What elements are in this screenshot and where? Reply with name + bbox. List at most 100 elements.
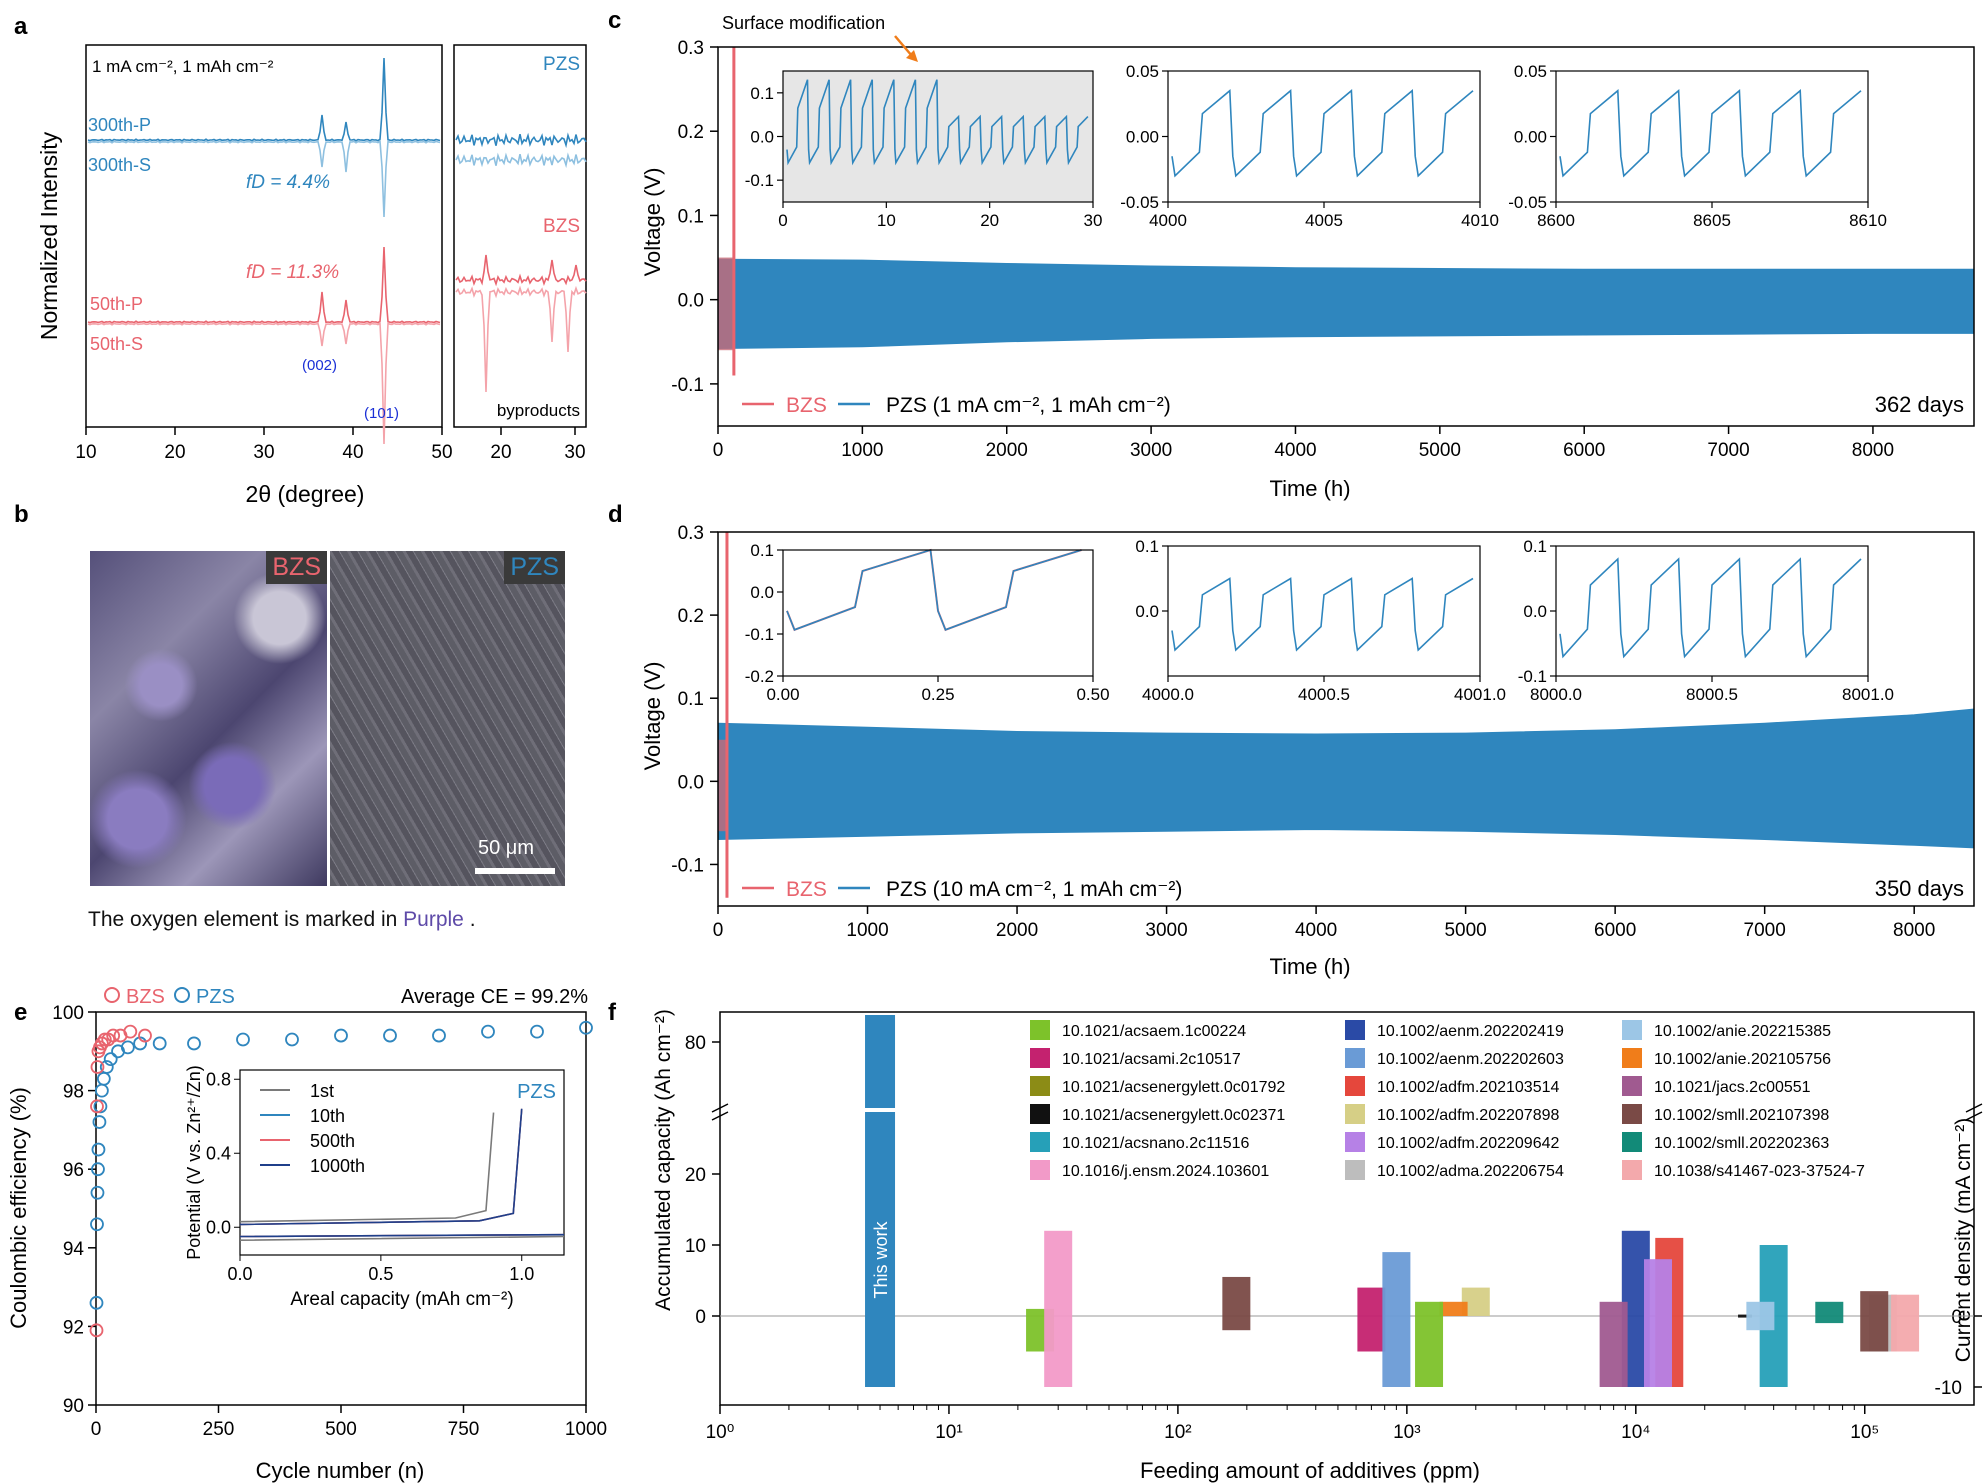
- f-legend-14: 10.1021/jacs.2c00551: [1654, 1079, 1811, 1096]
- xrd-300p: [87, 57, 441, 142]
- panel-c-xlabel: Time (h): [1269, 476, 1350, 501]
- e-point-pzs-10: [103, 1052, 118, 1067]
- d-insets-xtick-label-0-0.25: 0.25: [921, 685, 954, 704]
- f-bar-16: [1815, 1301, 1844, 1324]
- d-insets-ytick-label-1-0.0: 0.0: [1135, 602, 1159, 621]
- e-point-pzs-4: [91, 1142, 106, 1157]
- e-point-pzs-2: [90, 1185, 105, 1200]
- legend-pzs-d: PZS (10 mA cm⁻², 1 mAh cm⁻²): [886, 878, 1182, 901]
- f-break-left: [711, 1103, 729, 1121]
- e-point-pzs-3: [91, 1162, 105, 1177]
- d-insets-pzs-curve-0: [786, 548, 1082, 631]
- e-inset-legend-3: 1000th: [310, 1156, 365, 1176]
- e-inset-frame: [239, 1069, 565, 1256]
- scale-bar-label: 50 μm: [478, 837, 534, 859]
- c-insets-xtick-label-0-30: 30: [1084, 211, 1103, 230]
- d-main-xtick-label-8000: 8000: [1893, 920, 1935, 941]
- panel-e: Coulombic efficiency (%) Cycle number (n…: [6, 986, 607, 1483]
- e-point-pzs-22: [530, 1024, 544, 1039]
- c-insets-xtick-label-2-8600: 8600: [1537, 211, 1575, 230]
- d-insets-ytick-label-0-0.0: 0.0: [750, 583, 774, 602]
- xrd-50s: [87, 321, 441, 445]
- panel-a-condition: 1 mA cm⁻², 1 mAh cm⁻²: [92, 57, 274, 76]
- c-insets-pzs-curve-1: [1171, 89, 1474, 178]
- d-insets-pzs-curve-2: [1559, 557, 1862, 659]
- d-insets-xtick-label-0-0.00: 0.00: [766, 685, 799, 704]
- e-point-pzs-1: [90, 1217, 104, 1232]
- a-xtick-label-40: 40: [342, 442, 363, 463]
- e-ytick-label-92: 92: [63, 1317, 84, 1338]
- e-ytick-label-90: 90: [63, 1396, 84, 1417]
- c-main-xtick-label-8000: 8000: [1852, 440, 1894, 461]
- d-insets-ytick-label-0--0.1: -0.1: [745, 625, 774, 644]
- d-insets-ytick-label-2-0.0: 0.0: [1523, 602, 1547, 621]
- panel-f: Accumulated capacity (Ah cm⁻²) Current d…: [652, 1009, 1983, 1483]
- a-xtick-label-20: 20: [164, 442, 185, 463]
- e-point-pzs-15: [187, 1036, 201, 1051]
- sem-label-bzs: BZS: [266, 551, 327, 584]
- d-insets-bzs-curve-0: [786, 548, 1082, 632]
- panel-label-c: c: [608, 7, 621, 34]
- e-point-pzs-9: [99, 1060, 114, 1074]
- c-insets-ytick-label-0-0.1: 0.1: [750, 84, 774, 103]
- f-xtick-label-0: 10⁰: [706, 1422, 735, 1443]
- f-legend-12: 10.1002/anie.202215385: [1654, 1023, 1831, 1040]
- f-legend-swatch-7: [1345, 1048, 1365, 1068]
- e-inset-ytick-label-0.8: 0.8: [206, 1069, 231, 1089]
- d-main-xtick-label-0: 0: [713, 920, 724, 941]
- d-main-ytick-label-0.3: 0.3: [678, 523, 704, 544]
- e-xtick-label-500: 500: [325, 1419, 357, 1440]
- panel-a-ylabel: Normalized Intensity: [36, 131, 62, 340]
- f-legend-swatch-10: [1345, 1132, 1365, 1152]
- panel-label-a: a: [14, 13, 28, 40]
- f-bar-12: [1746, 1301, 1775, 1331]
- c-insets-frame-1: [1167, 70, 1481, 203]
- c-insets-ytick-label-0-0.0: 0.0: [750, 128, 774, 147]
- e-point-bzs-11: [138, 1028, 152, 1043]
- panel-f-xlabel: Feeding amount of additives (ppm): [1140, 1458, 1480, 1483]
- panel-a-pzs-label: PZS: [543, 54, 580, 75]
- e-ytick-label-98: 98: [63, 1082, 84, 1103]
- panel-a: 1 mA cm⁻², 1 mAh cm⁻² Normalized Intensi…: [36, 44, 587, 507]
- f-legend-1: 10.1021/acsami.2c10517: [1062, 1051, 1241, 1068]
- c-main-xtick-label-4000: 4000: [1274, 440, 1316, 461]
- c-main-xtick-label-7000: 7000: [1707, 440, 1749, 461]
- c-insets-xtick-label-0-10: 10: [877, 211, 896, 230]
- xrd-300s: [87, 139, 441, 218]
- f-legend-0: 10.1021/acsaem.1c00224: [1062, 1023, 1246, 1040]
- f-bar-13: [1439, 1301, 1468, 1316]
- d-insets-pzs-curve-1: [1171, 577, 1474, 652]
- f-legend-swatch-6: [1345, 1020, 1365, 1040]
- c-main-ytick-label-0.1: 0.1: [678, 206, 704, 227]
- f-bar-3: [1738, 1314, 1753, 1318]
- f-bar-7: [1382, 1252, 1411, 1387]
- e-inset-ytick-label-0.0: 0.0: [206, 1217, 231, 1237]
- e-xtick-label-0: 0: [91, 1419, 102, 1440]
- c-main-ytick-label--0.1: -0.1: [671, 375, 704, 396]
- xrd-50s-r: [455, 285, 587, 393]
- c-insets-xtick-label-0-20: 20: [980, 211, 999, 230]
- surface-mod-arrowhead: [906, 50, 918, 62]
- sem-image-pzs: PZS 50 μm: [330, 551, 565, 886]
- c-main-xtick-label-2000: 2000: [986, 440, 1028, 461]
- d-insets-xtick-label-1-4000.5: 4000.5: [1298, 685, 1350, 704]
- legend-bzs-e: BZS: [126, 986, 165, 1008]
- legend-pzs-e: PZS: [196, 986, 235, 1008]
- d-main-ytick-label-0.1: 0.1: [678, 689, 704, 710]
- panel-b-caption: The oxygen element is marked in Purple .: [88, 908, 476, 932]
- c-insets-frame-2: [1555, 70, 1869, 203]
- e-inset-legend-1: 10th: [310, 1106, 345, 1126]
- trace-label-300s: 300th-S: [88, 155, 151, 175]
- peak-002: (002): [302, 357, 337, 374]
- f-xtick-label-4: 10⁴: [1621, 1422, 1650, 1443]
- d-insets-ytick-label-1-0.1: 0.1: [1135, 537, 1159, 556]
- f-legend-swatch-4: [1030, 1132, 1050, 1152]
- panel-f-ylabel-left: Accumulated capacity (Ah cm⁻²): [652, 1009, 675, 1311]
- f-legend-7: 10.1002/aenm.202202603: [1377, 1051, 1564, 1068]
- c-insets-ytick-label-0--0.1: -0.1: [745, 171, 774, 190]
- f-legend-4: 10.1021/acsnano.2c11516: [1062, 1135, 1250, 1152]
- d-main-xtick-label-2000: 2000: [996, 920, 1038, 941]
- d-insets-xtick-label-2-8001.0: 8001.0: [1842, 685, 1894, 704]
- f-bar-extra-1: [1860, 1291, 1889, 1352]
- a-xtick-label-10: 10: [75, 442, 96, 463]
